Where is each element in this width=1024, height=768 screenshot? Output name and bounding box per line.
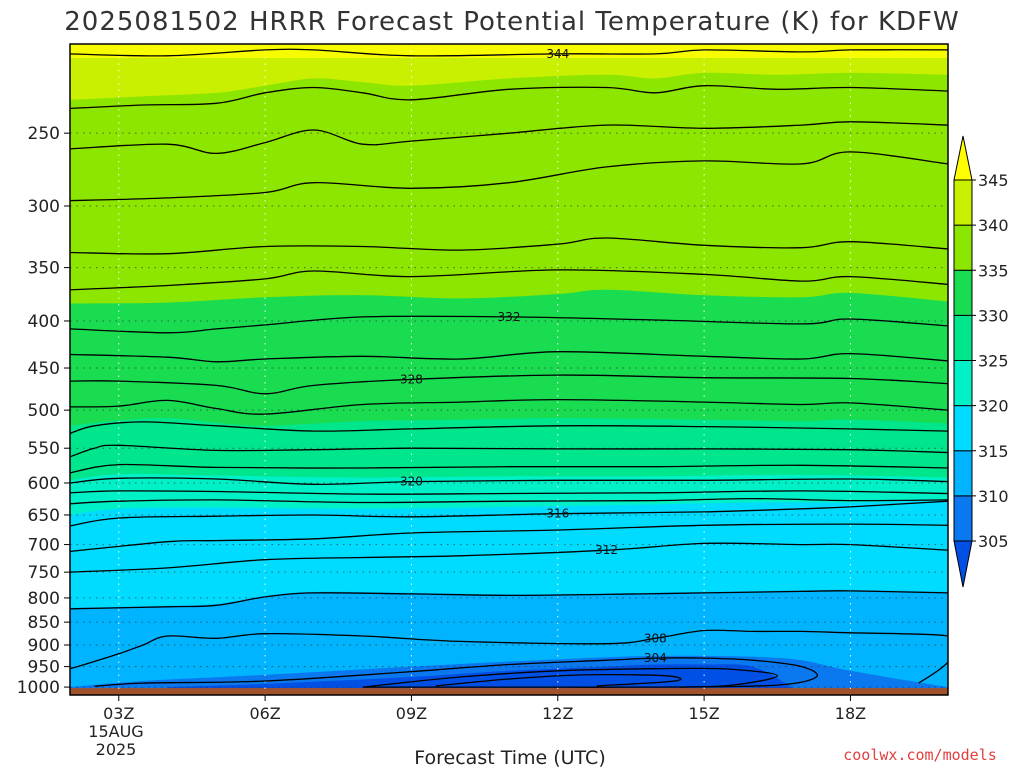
contour-line-328: [70, 374, 948, 395]
contour-line-3: [70, 151, 948, 202]
colorbar-label-315: 315: [978, 442, 1009, 461]
contour-line-5: [70, 269, 948, 291]
contour-label-328: 328: [400, 372, 423, 386]
y-axis-ticks: 250 300 350 400 450 500 550 600 650 700 750 800 850 9…: [17, 124, 70, 698]
colorbar-label-320: 320: [978, 397, 1009, 416]
colorbar-label-345: 345: [978, 171, 1009, 190]
colorbar-label-335: 335: [978, 261, 1009, 280]
contour-label-304: 304: [644, 651, 667, 665]
plot-frame: [69, 43, 949, 696]
y-tick-label-750: 750: [28, 563, 60, 583]
contour-line-15: [70, 497, 948, 505]
x-tick-label-15Z: 15Z: [688, 704, 719, 723]
y-tick-label-350: 350: [28, 259, 60, 279]
y-tick-label-700: 700: [28, 536, 60, 556]
temperature-fill-bands: [70, 44, 948, 695]
x-tick-label-06Z: 06Z: [249, 704, 280, 723]
contour-line-320: [70, 477, 948, 486]
contour-line-22: [362, 667, 778, 688]
y-tick-label-650: 650: [28, 506, 60, 526]
contour-lines: [70, 48, 948, 688]
colorbar-label-325: 325: [978, 352, 1009, 371]
contour-line-10: [70, 421, 948, 435]
contour-line-11: [70, 444, 948, 458]
colorbar-band-335: [953, 224, 973, 271]
colorbar-band-340: [953, 179, 973, 226]
y-tick-label-900: 900: [28, 636, 60, 656]
contour-line-304: [94, 657, 818, 688]
contour-line-312: [70, 542, 948, 573]
colorbar-label-340: 340: [978, 216, 1009, 235]
contour-line-4: [70, 237, 948, 255]
contour-labels: 344 332 328 320 316 312 308 304: [400, 47, 667, 665]
date-line-year: 2025: [96, 740, 137, 759]
contour-label-344: 344: [546, 47, 569, 61]
contour-line-1: [70, 85, 948, 110]
chart-title: 2025081502 HRRR Forecast Potential Tempe…: [64, 7, 959, 37]
colorbar-label-330: 330: [978, 306, 1009, 325]
colorbar-bottom-arrow: [953, 540, 973, 588]
x-tick-label-09Z: 09Z: [396, 704, 427, 723]
contour-line-17: [70, 523, 948, 553]
contour-line-9: [70, 398, 948, 415]
fill-band-top: [70, 44, 948, 58]
contour-line-7: [70, 351, 948, 363]
contour-line-316: [70, 500, 948, 527]
contour-label-332: 332: [498, 310, 521, 324]
contour-line-2: [70, 121, 948, 155]
colorbar-band-305: [953, 495, 973, 542]
colorbar: 305 310 315 320 325 330 335 340 345: [953, 135, 1009, 588]
contour-line-12: [70, 463, 948, 474]
colorbar-label-305: 305: [978, 532, 1009, 551]
contour-label-308: 308: [644, 631, 667, 645]
y-tick-label-500: 500: [28, 401, 60, 421]
colorbar-band-310: [953, 450, 973, 497]
contour-label-312: 312: [595, 543, 618, 557]
colorbar-band-330: [953, 269, 973, 316]
y-tick-label-250: 250: [28, 124, 60, 144]
y-tick-label-800: 800: [28, 589, 60, 609]
x-axis-ticks: 03Z 06Z 09Z 12Z 15Z 18Z: [103, 695, 866, 723]
colorbar-band-325: [953, 314, 973, 361]
contour-line-23: [435, 674, 682, 687]
colorbar-band-315: [953, 405, 973, 452]
contour-line-344: [70, 48, 948, 57]
y-tick-label-1000: 1000: [17, 678, 60, 698]
contour-label-320: 320: [400, 475, 423, 489]
y-tick-label-850: 850: [28, 613, 60, 633]
colorbar-top-arrow: [953, 135, 973, 181]
contour-line-332: [70, 315, 948, 334]
plot-area: [70, 44, 948, 695]
y-tick-label-300: 300: [28, 197, 60, 217]
contour-line-19: [70, 590, 948, 610]
colorbar-band-320: [953, 360, 973, 407]
y-tick-label-950: 950: [28, 658, 60, 678]
x-tick-label-12Z: 12Z: [542, 704, 573, 723]
contour-line-308: [70, 629, 948, 684]
contour-label-316: 316: [546, 507, 569, 521]
colorbar-label-310: 310: [978, 487, 1009, 506]
date-line-day: 15AUG: [88, 722, 143, 741]
y-tick-label-400: 400: [28, 312, 60, 332]
source-credit: coolwx.com/models: [843, 746, 997, 764]
y-tick-label-600: 600: [28, 474, 60, 494]
x-axis-label: Forecast Time (UTC): [414, 747, 605, 768]
ground-fill: [70, 688, 948, 695]
x-tick-label-18Z: 18Z: [835, 704, 866, 723]
y-tick-label-450: 450: [28, 359, 60, 379]
y-tick-label-550: 550: [28, 439, 60, 459]
contour-line-14: [70, 490, 948, 495]
x-tick-label-03Z: 03Z: [103, 704, 134, 723]
grid-lines: [70, 44, 948, 695]
